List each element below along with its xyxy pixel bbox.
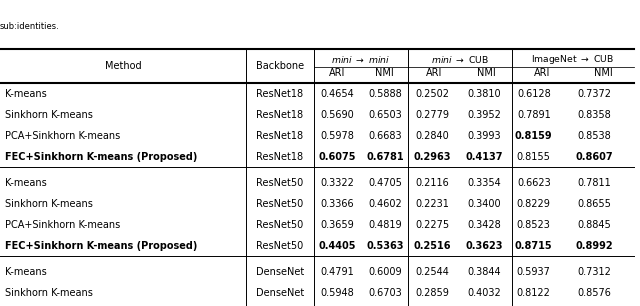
- Text: NMI: NMI: [477, 69, 495, 78]
- Text: 0.4405: 0.4405: [319, 241, 356, 251]
- Text: $\mathit{mini}\ {\rightarrow}\ \mathit{mini}$: $\mathit{mini}\ {\rightarrow}\ \mathit{m…: [332, 54, 390, 65]
- Text: 0.8229: 0.8229: [517, 199, 550, 209]
- Text: 0.2502: 0.2502: [415, 88, 449, 99]
- Text: Sinkhorn K-means: Sinkhorn K-means: [5, 110, 93, 120]
- Text: 0.3400: 0.3400: [467, 199, 500, 209]
- Text: 0.6503: 0.6503: [368, 110, 402, 120]
- Text: 0.8992: 0.8992: [576, 241, 613, 251]
- Text: 0.4602: 0.4602: [368, 199, 402, 209]
- Text: 0.6075: 0.6075: [319, 151, 356, 162]
- Text: K-means: K-means: [5, 88, 47, 99]
- Text: 0.3366: 0.3366: [321, 199, 355, 209]
- Text: ResNet18: ResNet18: [257, 131, 303, 140]
- Text: 0.4791: 0.4791: [321, 267, 355, 277]
- Text: 0.8607: 0.8607: [576, 151, 613, 162]
- Text: NMI: NMI: [375, 69, 394, 78]
- Text: 0.5978: 0.5978: [321, 131, 355, 140]
- Text: 0.8576: 0.8576: [578, 288, 611, 298]
- Text: K-means: K-means: [5, 267, 47, 277]
- Text: DenseNet: DenseNet: [256, 267, 304, 277]
- Text: 0.8538: 0.8538: [578, 131, 611, 140]
- Text: 0.6703: 0.6703: [368, 288, 402, 298]
- Text: 0.5690: 0.5690: [321, 110, 355, 120]
- Text: 0.7372: 0.7372: [577, 88, 612, 99]
- Text: 0.6683: 0.6683: [368, 131, 402, 140]
- Text: 0.8159: 0.8159: [515, 131, 552, 140]
- Text: 0.3623: 0.3623: [465, 241, 502, 251]
- Text: Sinkhorn K-means: Sinkhorn K-means: [5, 199, 93, 209]
- Text: 0.7312: 0.7312: [578, 267, 611, 277]
- Text: 0.8523: 0.8523: [517, 220, 550, 230]
- Text: $\mathit{mini}\ {\rightarrow}\ \mathrm{CUB}$: $\mathit{mini}\ {\rightarrow}\ \mathrm{C…: [431, 54, 489, 65]
- Text: 0.8358: 0.8358: [578, 110, 611, 120]
- Text: 0.3844: 0.3844: [467, 267, 500, 277]
- Text: 0.5937: 0.5937: [517, 267, 550, 277]
- Text: 0.5363: 0.5363: [366, 241, 404, 251]
- Text: 0.2544: 0.2544: [415, 267, 449, 277]
- Text: 0.2116: 0.2116: [415, 178, 449, 188]
- Text: 0.8122: 0.8122: [517, 288, 550, 298]
- Text: 0.6128: 0.6128: [517, 88, 550, 99]
- Text: 0.8655: 0.8655: [578, 199, 611, 209]
- Text: 0.8155: 0.8155: [517, 151, 550, 162]
- Text: 0.3810: 0.3810: [467, 88, 500, 99]
- Text: 0.8715: 0.8715: [515, 241, 552, 251]
- Text: DenseNet: DenseNet: [256, 288, 304, 298]
- Text: FEC+Sinkhorn K-means (Proposed): FEC+Sinkhorn K-means (Proposed): [5, 241, 198, 251]
- Text: 0.2840: 0.2840: [415, 131, 449, 140]
- Text: 0.4137: 0.4137: [465, 151, 502, 162]
- Text: ResNet18: ResNet18: [257, 151, 303, 162]
- Text: 0.4819: 0.4819: [368, 220, 402, 230]
- Text: Sinkhorn K-means: Sinkhorn K-means: [5, 288, 93, 298]
- Text: PCA+Sinkhorn K-means: PCA+Sinkhorn K-means: [5, 131, 120, 140]
- Text: 0.3659: 0.3659: [321, 220, 355, 230]
- Text: 0.5888: 0.5888: [368, 88, 402, 99]
- Text: Backbone: Backbone: [256, 61, 304, 71]
- Text: Method: Method: [105, 61, 141, 71]
- Text: PCA+Sinkhorn K-means: PCA+Sinkhorn K-means: [5, 220, 120, 230]
- Text: 0.3322: 0.3322: [321, 178, 355, 188]
- Text: $\mathrm{ImageNet}\ {\rightarrow}\ \mathrm{CUB}$: $\mathrm{ImageNet}\ {\rightarrow}\ \math…: [531, 53, 614, 66]
- Text: 0.2859: 0.2859: [415, 288, 449, 298]
- Text: 0.6781: 0.6781: [366, 151, 404, 162]
- Text: ResNet18: ResNet18: [257, 88, 303, 99]
- Text: 0.4032: 0.4032: [467, 288, 500, 298]
- Text: 0.7811: 0.7811: [578, 178, 611, 188]
- Text: 0.4705: 0.4705: [368, 178, 402, 188]
- Text: 0.4654: 0.4654: [321, 88, 355, 99]
- Text: ResNet50: ResNet50: [257, 178, 303, 188]
- Text: ARI: ARI: [426, 69, 442, 78]
- Text: ResNet50: ResNet50: [257, 220, 303, 230]
- Text: 0.7891: 0.7891: [517, 110, 550, 120]
- Text: 0.6009: 0.6009: [368, 267, 402, 277]
- Text: NMI: NMI: [594, 69, 612, 78]
- Text: sub:identities.: sub:identities.: [0, 22, 60, 31]
- Text: 0.2779: 0.2779: [415, 110, 449, 120]
- Text: FEC+Sinkhorn K-means (Proposed): FEC+Sinkhorn K-means (Proposed): [5, 151, 198, 162]
- Text: ResNet18: ResNet18: [257, 110, 303, 120]
- Text: 0.3428: 0.3428: [467, 220, 500, 230]
- Text: 0.2963: 0.2963: [413, 151, 451, 162]
- Text: 0.3993: 0.3993: [467, 131, 500, 140]
- Text: 0.2275: 0.2275: [415, 220, 449, 230]
- Text: K-means: K-means: [5, 178, 47, 188]
- Text: 0.2516: 0.2516: [413, 241, 451, 251]
- Text: ARI: ARI: [329, 69, 346, 78]
- Text: 0.3952: 0.3952: [467, 110, 500, 120]
- Text: 0.8845: 0.8845: [578, 220, 611, 230]
- Text: ARI: ARI: [534, 69, 550, 78]
- Text: 0.3354: 0.3354: [467, 178, 500, 188]
- Text: 0.2231: 0.2231: [415, 199, 449, 209]
- Text: 0.6623: 0.6623: [517, 178, 550, 188]
- Text: ResNet50: ResNet50: [257, 199, 303, 209]
- Text: ResNet50: ResNet50: [257, 241, 303, 251]
- Text: 0.5948: 0.5948: [321, 288, 355, 298]
